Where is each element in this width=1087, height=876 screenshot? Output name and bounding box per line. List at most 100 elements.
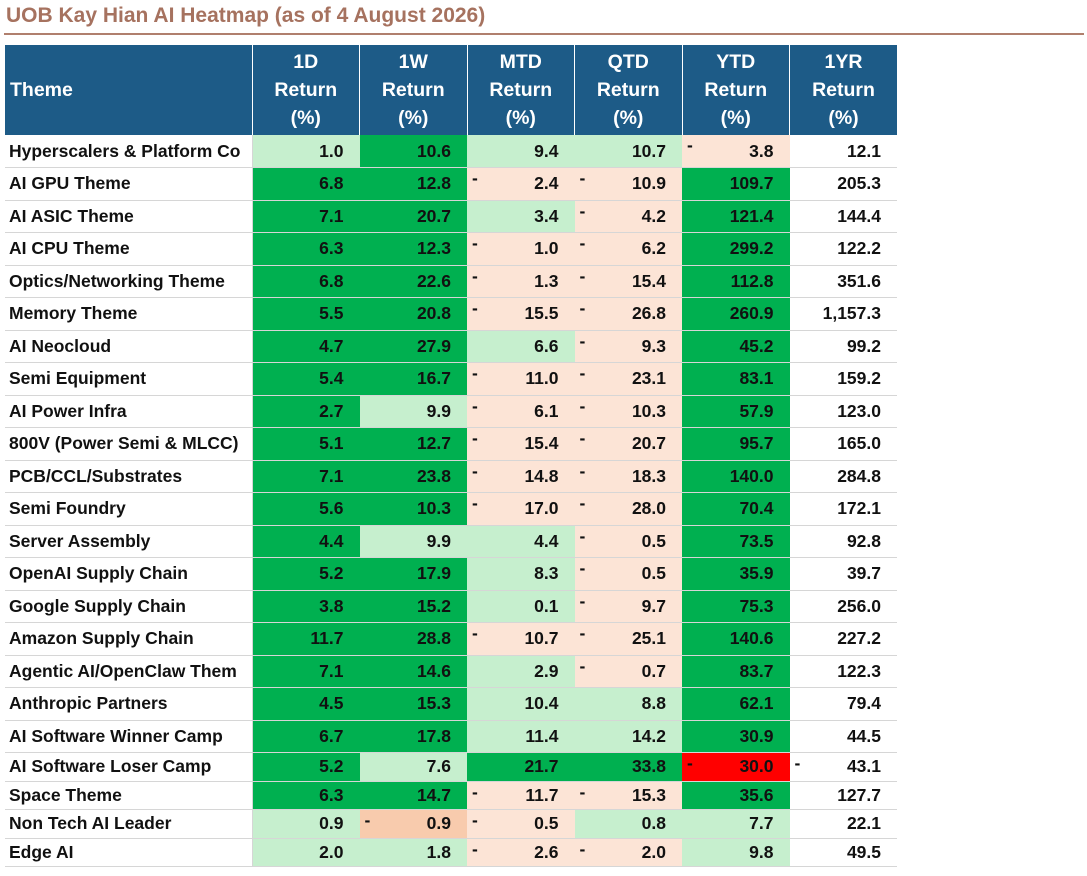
- theme-name-cell: Space Theme: [5, 781, 253, 810]
- return-cell: 2.0: [252, 838, 360, 867]
- table-row: AI Software Winner Camp 6.7 17.8 11.4 14.2 30…: [5, 720, 897, 753]
- return-value: 3.4: [534, 205, 559, 226]
- column-header-ytd: YTD Return (%): [682, 45, 790, 135]
- negative-sign: -: [472, 493, 478, 513]
- return-cell: 7.1: [252, 655, 360, 688]
- return-cell: 9.4: [467, 135, 575, 168]
- return-value: 7.1: [319, 205, 344, 226]
- return-value: 6.3: [319, 784, 344, 805]
- return-value: 11.7: [525, 784, 559, 805]
- table-row: Space Theme 6.3 14.7-11.7-15.3 35.6 127.7: [5, 781, 897, 810]
- return-cell: - 11.0: [467, 362, 575, 396]
- negative-sign: -: [472, 623, 478, 643]
- return-value: 83.7: [739, 660, 774, 681]
- negative-sign: -: [472, 233, 478, 253]
- negative-sign: -: [472, 265, 478, 286]
- return-value: 26.8: [631, 303, 666, 324]
- negative-sign: -: [579, 525, 586, 546]
- return-value: 2.0: [319, 841, 344, 862]
- return-value: 43.1: [846, 756, 881, 777]
- return-cell: 8.8: [574, 687, 682, 721]
- title-divider: [4, 33, 1084, 35]
- return-value: 17.8: [416, 725, 451, 746]
- return-value: 92.8: [846, 530, 881, 551]
- return-cell: 49.5: [789, 838, 897, 867]
- return-value: 11.7: [310, 628, 344, 649]
- return-value: 2.6: [534, 841, 559, 862]
- return-value: 227.2: [837, 628, 881, 649]
- negative-sign: -: [687, 753, 693, 773]
- column-header-line: 1YR: [824, 51, 863, 73]
- return-value: 6.8: [319, 270, 344, 291]
- return-cell: - 0.5: [574, 557, 682, 591]
- return-cell: 7.7: [682, 809, 790, 839]
- table-row: AI Software Loser Camp 5.2 7.6 21.7 33.8-30.…: [5, 752, 897, 782]
- return-cell: - 6.2: [574, 232, 682, 266]
- return-cell: - 23.1: [574, 362, 682, 396]
- return-value: 23.8: [416, 465, 451, 486]
- return-value: 20.7: [631, 433, 666, 454]
- return-value: 28.8: [416, 628, 451, 649]
- negative-sign: -: [472, 460, 478, 481]
- return-value: 122.2: [837, 238, 881, 259]
- return-cell: 44.5: [789, 720, 897, 753]
- return-cell: - 15.3: [574, 781, 682, 810]
- return-value: 5.6: [319, 498, 344, 519]
- return-cell: 7.6: [359, 752, 467, 782]
- theme-name-cell: Agentic AI/OpenClaw Them: [5, 655, 253, 688]
- return-value: 256.0: [837, 595, 881, 616]
- return-cell: 122.3: [789, 655, 897, 688]
- return-cell: 10.4: [467, 687, 575, 721]
- return-value: 7.1: [319, 465, 344, 486]
- return-cell: 14.6: [359, 655, 467, 688]
- return-value: 70.4: [739, 498, 774, 519]
- return-cell: 284.8: [789, 460, 897, 493]
- theme-name-cell: Amazon Supply Chain: [5, 622, 253, 656]
- table-row: Semi Equipment 5.4 16.7-11.0-23.1 83.1 159.2: [5, 362, 897, 396]
- return-cell: 35.6: [682, 781, 790, 810]
- return-cell: 4.5: [252, 687, 360, 721]
- return-cell: 121.4: [682, 200, 790, 233]
- return-cell: 75.3: [682, 590, 790, 623]
- return-value: 0.5: [641, 563, 666, 584]
- return-value: 39.7: [846, 563, 881, 584]
- negative-sign: -: [472, 168, 478, 188]
- return-cell: - 2.4: [467, 167, 575, 201]
- return-value: 12.7: [416, 433, 451, 454]
- return-cell: 299.2: [682, 232, 790, 266]
- return-value: 15.3: [631, 784, 666, 805]
- return-cell: - 2.6: [467, 838, 575, 867]
- return-value: 7.7: [749, 813, 774, 834]
- return-cell: 6.6: [467, 330, 575, 363]
- table-row: OpenAI Supply Chain 5.2 17.9 8.3- 0.5 35.9 39.…: [5, 557, 897, 591]
- return-value: 30.0: [739, 756, 774, 777]
- theme-name-cell: Google Supply Chain: [5, 590, 253, 623]
- return-value: 4.5: [319, 693, 344, 714]
- return-cell: - 2.0: [574, 838, 682, 867]
- return-value: 18.3: [631, 465, 666, 486]
- return-value: 6.3: [319, 238, 344, 259]
- negative-sign: -: [472, 395, 478, 416]
- return-cell: - 0.9: [359, 809, 467, 839]
- return-value: 10.7: [631, 140, 666, 161]
- return-value: 33.8: [631, 756, 666, 777]
- return-cell: 205.3: [789, 167, 897, 201]
- return-value: 23.1: [631, 368, 666, 389]
- return-value: 14.6: [416, 660, 451, 681]
- column-header-line: Return: [596, 79, 660, 101]
- theme-name-cell: OpenAI Supply Chain: [5, 557, 253, 591]
- return-value: 2.9: [534, 660, 559, 681]
- return-cell: 172.1: [789, 492, 897, 526]
- return-cell: 3.8: [252, 590, 360, 623]
- return-value: 62.1: [739, 693, 774, 714]
- return-value: 11.0: [525, 368, 559, 389]
- return-value: 5.5: [319, 303, 344, 324]
- return-value: 1.0: [319, 140, 344, 161]
- return-cell: 14.2: [574, 720, 682, 753]
- return-cell: 15.2: [359, 590, 467, 623]
- return-cell: 351.6: [789, 265, 897, 298]
- return-value: 6.6: [534, 335, 559, 356]
- return-cell: 14.7: [359, 781, 467, 810]
- column-header-line: QTD: [607, 51, 649, 73]
- theme-name-cell: Hyperscalers & Platform Co: [5, 135, 253, 168]
